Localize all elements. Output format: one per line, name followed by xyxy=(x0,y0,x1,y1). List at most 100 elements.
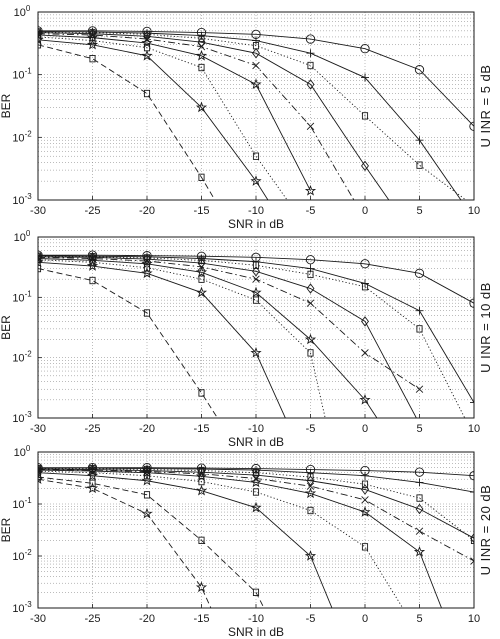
x-marker xyxy=(361,349,369,357)
square-marker xyxy=(307,506,314,515)
x-marker xyxy=(470,557,474,565)
plus-marker xyxy=(470,398,474,407)
series-1 xyxy=(38,26,474,131)
square-marker xyxy=(307,473,314,481)
y-axis-label: BER xyxy=(0,517,13,542)
x-tick-label: -20 xyxy=(139,423,155,435)
square-marker xyxy=(361,543,369,551)
series-line xyxy=(38,256,420,390)
plus-marker xyxy=(415,136,424,145)
star-marker xyxy=(141,466,153,478)
series-8 xyxy=(38,256,286,418)
diamond-marker xyxy=(361,484,369,495)
x-tick-label: 10 xyxy=(468,613,480,625)
x-tick-label: -25 xyxy=(85,205,101,217)
y-tick-label: 100 xyxy=(14,444,31,459)
diamond-marker xyxy=(361,316,369,327)
grid xyxy=(38,12,474,200)
plus-marker xyxy=(306,49,315,58)
star-marker xyxy=(250,476,262,488)
side-label: U INR = 5 dB xyxy=(478,65,493,148)
chart-panel-2: -30 -25 -20 -15 -10 -5 0 5 10 10-3 10-2 10-1 100 SNR … xyxy=(0,229,493,449)
x-marker xyxy=(252,61,260,70)
series-line xyxy=(38,44,216,200)
series-line xyxy=(38,268,219,418)
x-tick-label: 0 xyxy=(362,205,368,217)
x-axis-label: SNR in dB xyxy=(228,435,284,449)
y-tick-label: 100 xyxy=(14,4,31,19)
x-tick-label: -15 xyxy=(194,423,210,435)
star-marker xyxy=(141,267,153,279)
plus-marker xyxy=(415,478,424,487)
x-tick-label: 5 xyxy=(416,423,422,435)
square-marker xyxy=(307,270,314,279)
star-marker xyxy=(141,507,153,519)
star-marker xyxy=(304,333,317,345)
series-6 xyxy=(38,464,443,608)
star-marker xyxy=(86,469,99,481)
square-marker xyxy=(416,161,423,169)
side-label: U INR = 10 dB xyxy=(478,282,493,373)
y-axis-label: BER xyxy=(0,93,13,118)
square-marker xyxy=(252,152,260,160)
star-marker xyxy=(195,49,208,61)
star-marker xyxy=(38,33,44,45)
series-6 xyxy=(38,29,317,196)
series-6 xyxy=(38,252,378,418)
square-marker xyxy=(89,55,96,63)
square-marker xyxy=(252,261,260,269)
series-line xyxy=(38,255,466,418)
square-marker xyxy=(198,173,205,181)
series-10 xyxy=(38,473,212,608)
plus-marker xyxy=(252,36,260,45)
square-marker xyxy=(143,491,151,499)
square-marker xyxy=(89,36,96,45)
diamond-marker xyxy=(306,475,315,486)
circle-marker xyxy=(305,34,316,44)
star-marker xyxy=(250,286,262,298)
square-marker xyxy=(307,349,314,357)
x-tick-label: 10 xyxy=(468,205,480,217)
series-8 xyxy=(38,33,269,200)
x-marker xyxy=(252,275,260,283)
star-marker xyxy=(195,101,208,113)
x-tick-label: -30 xyxy=(30,205,46,217)
x-marker xyxy=(306,122,315,131)
plus-marker xyxy=(361,73,369,82)
x-tick-label: 0 xyxy=(362,423,368,435)
series-line xyxy=(38,32,390,200)
series-line xyxy=(38,468,474,539)
square-marker xyxy=(252,469,260,477)
square-marker xyxy=(307,61,314,70)
circle-marker xyxy=(360,259,370,269)
series-line xyxy=(38,39,269,200)
square-marker xyxy=(416,325,423,333)
series-line xyxy=(38,30,474,127)
x-tick-label: -10 xyxy=(248,423,264,435)
circle-marker xyxy=(38,26,43,36)
star-marker xyxy=(38,256,44,268)
star-marker xyxy=(195,266,208,278)
diamond-marker xyxy=(415,503,424,515)
series-group xyxy=(38,250,474,418)
square-marker xyxy=(252,296,260,304)
x-marker xyxy=(415,527,424,535)
star-marker xyxy=(195,286,208,298)
circle-marker xyxy=(360,44,370,54)
star-marker xyxy=(141,474,153,486)
x-tick-label: -5 xyxy=(306,205,316,217)
y-tick-label: 10-2 xyxy=(12,129,32,144)
x-axis-label: SNR in dB xyxy=(228,217,284,231)
star-marker xyxy=(304,184,317,196)
x-tick-label: -5 xyxy=(306,613,316,625)
grid xyxy=(38,237,474,418)
star-marker xyxy=(141,49,153,61)
square-marker xyxy=(361,112,369,120)
x-tick-label: -25 xyxy=(85,423,101,435)
circle-marker xyxy=(414,65,425,75)
series-9 xyxy=(38,473,265,608)
star-marker xyxy=(86,38,99,50)
series-line xyxy=(38,469,443,608)
circle-marker xyxy=(414,467,425,477)
